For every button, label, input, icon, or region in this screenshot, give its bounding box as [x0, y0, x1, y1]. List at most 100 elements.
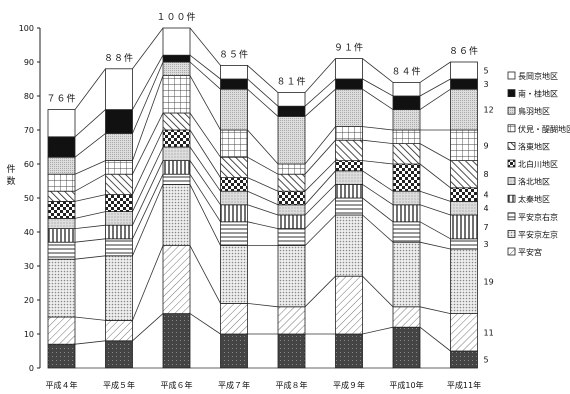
segment-value-label: 7	[484, 223, 489, 232]
category-label: 平成８年	[276, 380, 308, 390]
legend-swatch	[507, 212, 516, 221]
y-tick-label: 20	[24, 296, 34, 305]
legend-label: 平安京左京	[518, 229, 558, 239]
bar-segment	[47, 343, 76, 369]
bar-segment	[450, 78, 478, 90]
total-label: ８４件	[391, 65, 421, 77]
connector-line	[74, 211, 106, 219]
legend-label: 平安宮	[518, 247, 542, 257]
connector-line	[304, 126, 336, 165]
bar-segment	[335, 126, 363, 141]
connector-line	[247, 78, 279, 107]
connector-line	[247, 204, 279, 216]
bar-segment	[220, 245, 248, 304]
connector-line	[362, 326, 394, 335]
bars	[47, 27, 478, 369]
connector-line	[304, 88, 336, 117]
bar-segment	[335, 183, 363, 199]
connector-line	[304, 184, 336, 216]
legend-label: 太秦地区	[518, 194, 550, 204]
y-tick-label: 60	[24, 160, 34, 169]
y-tick-label: 0	[29, 364, 34, 373]
connector-line	[362, 197, 394, 223]
bar-segment	[105, 238, 133, 257]
total-label: ９１件	[334, 42, 364, 54]
bar-segment	[392, 204, 421, 223]
legend-swatch	[507, 124, 516, 133]
connector-line	[362, 139, 394, 144]
category-label: 平成９年	[333, 380, 365, 390]
connector-line	[362, 88, 394, 110]
bar-segment	[335, 88, 363, 127]
connector-line	[419, 204, 451, 216]
y-tick-label: 90	[24, 58, 34, 67]
bar-segment	[220, 333, 248, 369]
connector-line	[419, 163, 451, 189]
legend-label: 北白川地区	[518, 159, 558, 169]
y-tick-label: 50	[24, 194, 34, 203]
segment-value-label: 5	[484, 67, 489, 76]
connector-line	[189, 27, 221, 66]
connector-line	[189, 129, 221, 178]
connector-line	[247, 88, 279, 117]
connector-line	[304, 139, 336, 175]
bar-segment	[105, 160, 133, 175]
bar-segment	[335, 333, 363, 369]
bar-segment	[105, 211, 133, 226]
category-label: 平成５年	[103, 380, 135, 390]
bar-segment	[335, 78, 363, 90]
bar-segment	[220, 129, 248, 158]
bar-segment	[277, 105, 306, 117]
bar-segment	[105, 340, 133, 369]
bar-segment	[392, 306, 421, 328]
bar-segment	[162, 112, 191, 131]
bar-segment	[47, 228, 76, 243]
connector-line	[74, 68, 106, 110]
bar-segment	[105, 68, 133, 111]
bar-segment	[392, 109, 421, 131]
total-label: ７６件	[46, 93, 76, 105]
bar-segment	[277, 173, 306, 192]
connector-line	[74, 224, 106, 229]
bar-segment	[162, 61, 191, 77]
connector-line	[74, 160, 106, 175]
connector-line	[74, 109, 106, 138]
connector-line	[74, 340, 106, 345]
bar-segment	[450, 187, 478, 202]
bar-segment	[105, 109, 133, 134]
bar-segment	[105, 194, 133, 213]
bar-segment	[450, 160, 478, 189]
bar-segment	[220, 302, 248, 335]
segment-value-label: 4	[484, 191, 489, 200]
bar-segment	[450, 350, 478, 369]
bar-segment	[277, 190, 306, 206]
bar-segment	[220, 221, 248, 247]
connector-line	[74, 238, 106, 243]
total-label: ８８件	[104, 52, 134, 64]
connector-line	[419, 143, 451, 161]
y-tick-label: 70	[24, 126, 34, 135]
connector-line	[419, 241, 451, 250]
connector-line	[419, 78, 451, 97]
bar-segment	[335, 139, 363, 161]
legend-swatch	[507, 106, 516, 115]
connector-line	[304, 170, 336, 206]
connector-line	[132, 160, 164, 226]
legend-swatch	[507, 229, 516, 238]
y-tick-label: 30	[24, 262, 34, 271]
bar-segment	[162, 27, 191, 56]
bar-segment	[277, 333, 306, 369]
bar-segment	[277, 116, 306, 165]
bar-segment	[220, 190, 248, 206]
segment-value-label: 9	[484, 141, 489, 150]
connector-line	[189, 245, 221, 304]
bar-segment	[162, 245, 191, 315]
segment-value-label: 19	[484, 277, 494, 286]
bar-segment	[277, 204, 306, 216]
legend-swatch	[507, 177, 516, 186]
connector-line	[304, 78, 336, 107]
connector-line	[189, 112, 221, 158]
legend-swatch	[507, 141, 516, 150]
bar-segment	[47, 190, 76, 202]
